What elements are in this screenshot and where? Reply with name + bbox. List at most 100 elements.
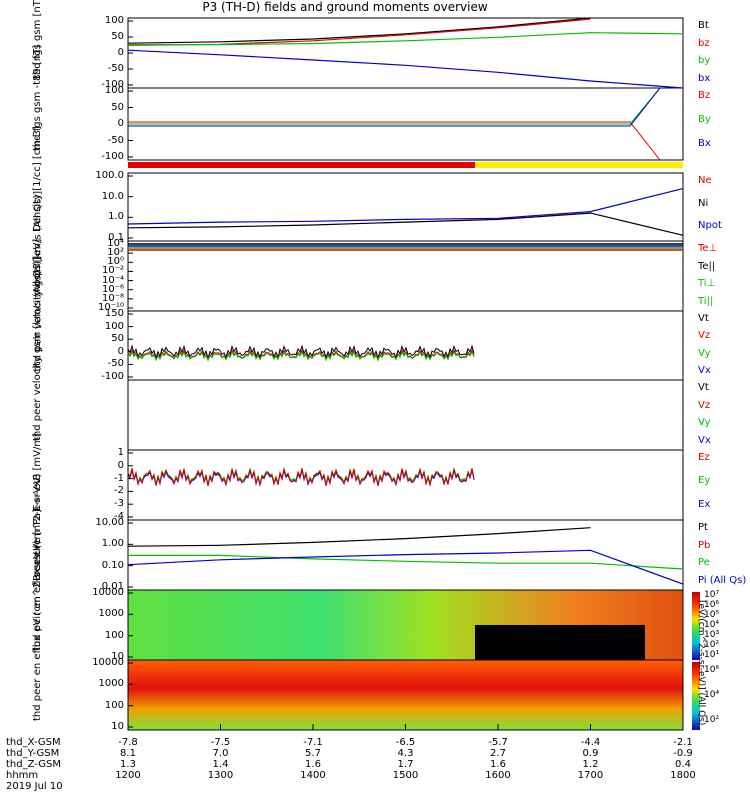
- peer-spectrogram: [128, 660, 683, 730]
- y-tick-label: 0.10: [101, 559, 124, 571]
- footer-value: 8.1: [120, 748, 136, 759]
- footer-value: 1700: [577, 770, 604, 781]
- footer-value: 7.0: [212, 748, 229, 759]
- y-tick-label: 0.01: [101, 581, 124, 592]
- legend-entry: Vy: [698, 417, 711, 428]
- legend-entry: Ne: [698, 175, 712, 186]
- y-tick-label: 100: [104, 320, 124, 332]
- y-tick-label: 0: [117, 345, 124, 357]
- y-tick-label: 10000: [92, 587, 124, 598]
- y-tick-label: 10: [111, 721, 124, 732]
- y-tick-label: 10⁻¹⁰: [97, 302, 124, 313]
- series-Pt: [127, 527, 591, 547]
- y-tick-label: 100: [104, 85, 124, 96]
- legend-entry: Vy: [698, 347, 711, 359]
- legend-entry: bx: [698, 72, 711, 84]
- footer-value: 1800: [670, 770, 696, 781]
- legend-entry: Vt: [698, 313, 709, 324]
- legend-entry: Vz: [698, 399, 711, 411]
- footer-value: 1400: [300, 770, 326, 781]
- legend-entry: Bt: [698, 20, 709, 31]
- footer-value: 1.4: [212, 759, 229, 770]
- y-tick-label: 100: [104, 699, 124, 711]
- y-axis-label: thd peer en eflux eV (cm^2-s-sr-eV): [32, 540, 43, 721]
- legend-entry: Bx: [698, 138, 711, 149]
- footer-value: -7.5: [210, 737, 231, 748]
- colorbar-1: [692, 592, 700, 660]
- footer-row-label: hhmm: [6, 770, 39, 781]
- y-tick-label: 10: [111, 651, 124, 662]
- y-tick-label: 10000: [92, 657, 124, 668]
- y-tick-label: 1000: [98, 678, 124, 690]
- footer-date: 2019 Jul 10: [6, 781, 63, 792]
- footer-value: -7.1: [303, 737, 323, 748]
- y-axis-label: thd peer velocity gsm [km/s (All Qs)]: [32, 256, 43, 441]
- footer-value: 1600: [485, 770, 511, 781]
- legend-entry: bz: [698, 37, 710, 49]
- footer-value: -0.9: [673, 748, 693, 759]
- y-tick-label: 50: [111, 333, 124, 345]
- y-tick-label: 100: [104, 629, 124, 641]
- footer-value: 1.3: [120, 759, 136, 770]
- residual-trace: [128, 87, 661, 127]
- footer-value: -4.4: [580, 737, 601, 748]
- y-tick-label: -100: [101, 79, 124, 90]
- legend-entry: Pb: [698, 539, 711, 551]
- colorbar-1-tick: 10⁴: [704, 620, 720, 630]
- y-tick-label: -100: [101, 151, 124, 162]
- y-tick-label: 50: [111, 31, 124, 42]
- y-tick-label: 0: [117, 47, 124, 58]
- residual-trace: [128, 121, 661, 161]
- y-tick-label: 10⁻⁸: [101, 292, 124, 304]
- panel-frame-fgs-gsm: [127, 17, 684, 89]
- footer-value: 1300: [207, 770, 234, 781]
- footer-value: 5.7: [305, 748, 321, 759]
- y-tick-label: -2: [114, 485, 124, 497]
- y-tick-label: -50: [107, 63, 124, 74]
- legend-entry: Ez: [698, 452, 710, 463]
- y-tick-label: 100.0: [95, 170, 124, 181]
- panel-frame-peir-velocity: [127, 310, 684, 381]
- legend-entry: Ex: [698, 498, 711, 510]
- y-tick-label: 0: [117, 459, 124, 471]
- y-tick-label: -4: [114, 511, 124, 522]
- legend-entry: Bz: [698, 90, 711, 101]
- legend-entry: Vz: [698, 330, 711, 342]
- y-tick-label: 0: [117, 118, 124, 129]
- vy-trace: [127, 350, 475, 362]
- colorbar-1-tick: 10⁶: [704, 600, 720, 610]
- y-tick-label: -50: [107, 134, 124, 146]
- y-tick-label: 10⁻⁶: [101, 283, 124, 295]
- footer-value: -2.1: [673, 737, 693, 748]
- mode-bar-fast: [475, 162, 683, 168]
- y-tick-label: -100: [101, 371, 124, 382]
- y-tick-label: 100: [104, 15, 124, 26]
- residual-trace: [128, 87, 661, 125]
- y-tick-label: 1: [117, 447, 124, 458]
- series-Pe: [128, 554, 684, 570]
- footer-value: -7.8: [118, 737, 138, 748]
- footer-row-label: thd_Z-GSM: [6, 759, 61, 770]
- series-Ni: [127, 212, 684, 236]
- y-tick-label: 10⁰: [107, 256, 124, 268]
- colorbar-2: [692, 662, 700, 730]
- legend-entry: Vx: [698, 434, 711, 446]
- y-tick-label: 10⁻²: [101, 265, 124, 277]
- footer-value: 1.2: [582, 759, 599, 770]
- footer-value: -6.5: [395, 737, 416, 748]
- chart-title: P3 (TH-D) fields and ground moments over…: [202, 0, 488, 14]
- series-bz: [127, 18, 591, 46]
- series-by: [128, 32, 684, 46]
- legend-entry: By: [698, 114, 711, 125]
- colorbar-2-tick: 10⁴: [704, 690, 720, 700]
- legend-entry: Pt: [698, 522, 708, 533]
- y-tick-label: -1: [114, 472, 124, 484]
- footer-value: 1200: [115, 770, 141, 781]
- panel-frame-efield: [127, 449, 684, 521]
- y-tick-label: -50: [107, 358, 124, 370]
- colorbar-label: [eV/(cm^2-s-sr-eV)] (All Qs): [696, 600, 706, 726]
- panel-frame-temperature: [127, 240, 684, 312]
- footer-value: 1500: [392, 770, 419, 781]
- series-bx: [127, 49, 684, 89]
